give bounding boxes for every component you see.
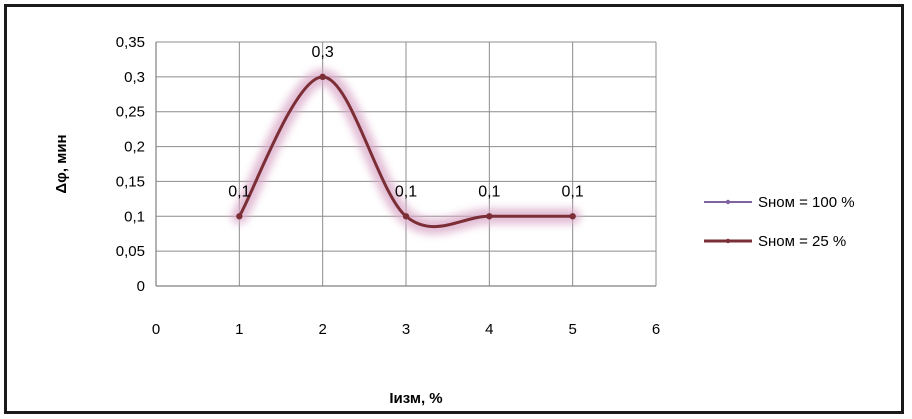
x-axis-title: Iизм, % — [389, 390, 442, 407]
x-tick-labels: 0 1 2 3 4 5 6 — [152, 321, 660, 338]
legend-entry-25: Sном = 25 % — [704, 233, 846, 250]
data-point — [402, 213, 410, 220]
legend-marker-25 — [725, 238, 731, 244]
series-layer — [231, 68, 581, 235]
x-tick-label: 1 — [235, 321, 243, 338]
legend-marker-100 — [725, 199, 731, 205]
data-label: 0,1 — [478, 183, 500, 200]
y-tick-label: 0,2 — [124, 139, 145, 156]
data-label: 0,1 — [228, 183, 250, 200]
data-point — [486, 213, 493, 220]
data-point — [569, 213, 576, 220]
y-tick-label: 0,05 — [116, 243, 145, 260]
y-tick-label: 0 — [137, 278, 145, 295]
y-tick-label: 0,3 — [124, 69, 145, 86]
legend-label-25: Sном = 25 % — [758, 233, 846, 250]
y-tick-label: 0,25 — [116, 104, 145, 121]
data-labels: 0,1 0,3 0,1 0,1 0,1 — [228, 44, 584, 200]
y-axis-title: Δφ, мин — [53, 134, 70, 193]
x-tick-label: 5 — [568, 321, 576, 338]
data-label: 0,1 — [562, 183, 584, 200]
legend: Sном = 100 % Sном = 25 % — [704, 194, 855, 250]
grid — [156, 41, 657, 286]
y-tick-labels: 0 0,05 0,1 0,15 0,2 0,25 0,3 0,35 — [116, 34, 145, 295]
x-tick-label: 3 — [402, 321, 410, 338]
data-label: 0,1 — [395, 183, 417, 200]
series-1 — [231, 68, 581, 235]
x-tick-label: 2 — [318, 321, 326, 338]
legend-entry-100: Sном = 100 % — [704, 194, 855, 211]
data-point — [236, 213, 243, 220]
x-tick-label: 4 — [485, 321, 493, 338]
series-line — [238, 75, 573, 229]
x-tick-label: 6 — [652, 321, 660, 338]
legend-label-100: Sном = 100 % — [758, 194, 855, 211]
y-tick-label: 0,15 — [116, 173, 145, 190]
y-tick-label: 0,35 — [116, 34, 145, 51]
axes — [155, 42, 656, 287]
data-label: 0,3 — [312, 44, 334, 61]
x-tick-label: 0 — [152, 321, 160, 338]
data-point — [319, 73, 326, 81]
y-tick-label: 0,1 — [124, 208, 145, 225]
